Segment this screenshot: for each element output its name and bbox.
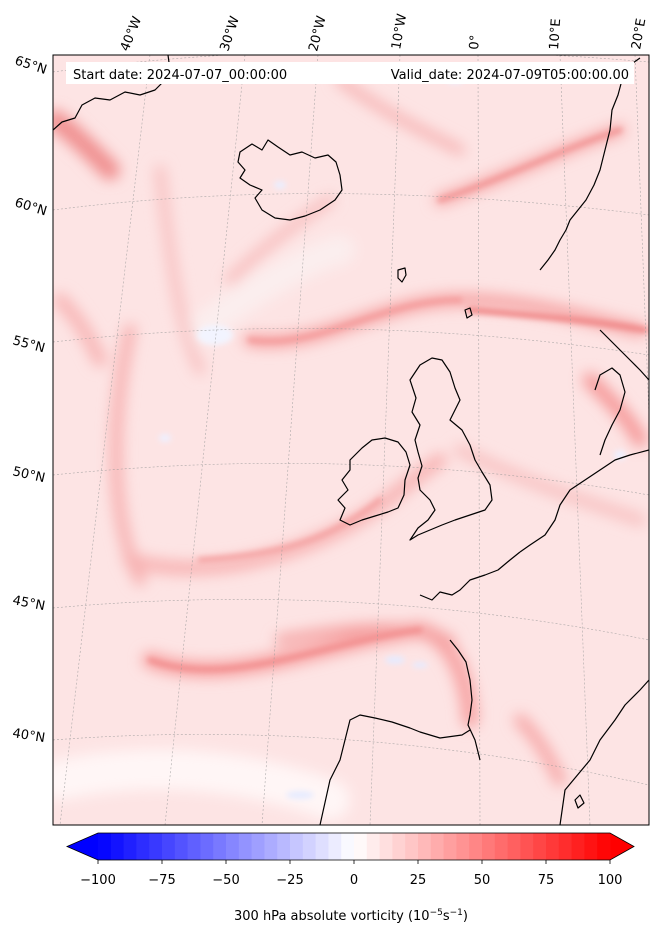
lat-label-40n: 40°N — [11, 726, 46, 746]
vorticity-field — [53, 55, 649, 825]
colorbar-step — [213, 833, 227, 860]
corsica — [574, 794, 585, 809]
great-britain-coast — [409, 357, 493, 541]
mediterranean-coast — [559, 679, 649, 825]
info-bar — [66, 62, 634, 84]
colorbar-tick-label: 50 — [474, 873, 491, 888]
lat-label-55n: 55°N — [11, 333, 47, 356]
colorbar-step — [494, 833, 509, 860]
colorbar-step — [469, 833, 483, 860]
benelux-coast — [519, 449, 649, 553]
colorbar-tick-label: 75 — [538, 873, 555, 888]
colorbar-step — [571, 833, 585, 860]
iberia-coast — [319, 714, 471, 825]
lat-label-60n: 60°N — [13, 195, 49, 219]
colorbar-title: 300 hPa absolute vorticity (10−5s−1) — [234, 908, 468, 924]
colorbar-step — [558, 833, 573, 860]
colorbar-step — [520, 833, 534, 860]
colorbar-step — [533, 833, 547, 860]
colorbar-tick-label: 0 — [350, 873, 358, 888]
colorbar-step — [136, 833, 150, 860]
lat-label-45n: 45°N — [11, 593, 46, 614]
lon-label-10w: 10°W — [389, 13, 410, 51]
lon-label-40w: 40°W — [118, 14, 145, 53]
start-date-label: Start date: 2024-07-07_00:00:00 — [73, 68, 287, 83]
colorbar-step — [238, 833, 253, 860]
colorbar-tick-label: 25 — [410, 873, 427, 888]
lon-label-30w: 30°W — [218, 14, 243, 53]
colorbar-step — [251, 833, 265, 860]
colorbar-step — [200, 833, 214, 860]
colorbar-step — [226, 833, 240, 860]
colorbar: −100 −75 −50 −25 0 25 50 75 100 300 hPa absolute… — [65, 832, 635, 924]
colorbar-step — [98, 833, 112, 860]
valid-date-label: Valid_date: 2024-07-09T05:00:00.00 — [391, 68, 629, 83]
lon-label-20w: 20°W — [306, 14, 329, 53]
colorbar-tick-label: −25 — [276, 873, 303, 888]
colorbar-step — [149, 833, 163, 860]
colorbar-tick-label: −75 — [148, 873, 175, 888]
colorbar-step — [277, 833, 291, 860]
colorbar-step — [482, 833, 496, 860]
colorbar-step — [328, 833, 342, 860]
colorbar-step — [507, 833, 521, 860]
colorbar-step — [366, 833, 381, 860]
colorbar-step — [456, 833, 470, 860]
colorbar-step — [290, 833, 304, 860]
latitude-labels: 65°N 60°N 55°N 50°N 45°N 40°N — [11, 54, 49, 747]
colorbar-step — [302, 833, 317, 860]
colorbar-step — [354, 833, 368, 860]
colorbar-step — [597, 833, 611, 860]
faroe — [464, 307, 473, 319]
colorbar-step — [174, 833, 189, 860]
colorbar-steps — [98, 833, 611, 860]
shetland — [397, 267, 407, 283]
colorbar-step — [392, 833, 406, 860]
map-frame — [52, 54, 650, 826]
colorbar-extend-min — [67, 833, 98, 860]
colorbar-step — [187, 833, 201, 860]
lon-label-10e: 10°E — [547, 18, 564, 50]
colorbar-step — [584, 833, 598, 860]
denmark-coast — [594, 367, 626, 456]
colorbar-ticks: −100 −75 −50 −25 0 25 50 75 100 — [80, 860, 622, 888]
colorbar-tick-label: 100 — [598, 873, 623, 888]
colorbar-step — [546, 833, 560, 860]
longitude-labels: 40°W 30°W 20°W 10°W 0° 10°E 20°E — [118, 13, 650, 54]
france-coast — [419, 551, 521, 761]
colorbar-tick-label: −100 — [80, 873, 116, 888]
lon-label-20e: 20°E — [629, 17, 649, 50]
colorbar-step — [405, 833, 419, 860]
colorbar-extend-max — [610, 833, 634, 860]
lon-label-0: 0° — [467, 34, 483, 50]
norway-coast — [539, 57, 641, 271]
colorbar-step — [418, 833, 432, 860]
iceland-coast — [237, 139, 343, 221]
colorbar-step — [315, 833, 329, 860]
colorbar-step — [430, 833, 445, 860]
colorbar-step — [264, 833, 278, 860]
colorbar-step — [123, 833, 137, 860]
colorbar-tick-label: −50 — [212, 873, 239, 888]
colorbar-step — [379, 833, 393, 860]
colorbar-step — [162, 833, 176, 860]
ireland-coast — [337, 437, 411, 526]
graticule — [53, 55, 649, 825]
lat-label-65n: 65°N — [13, 54, 49, 78]
colorbar-step — [443, 833, 457, 860]
colorbar-step — [110, 833, 125, 860]
sweden-coast — [599, 329, 649, 381]
colorbar-step — [341, 833, 355, 860]
lat-label-50n: 50°N — [11, 464, 46, 486]
